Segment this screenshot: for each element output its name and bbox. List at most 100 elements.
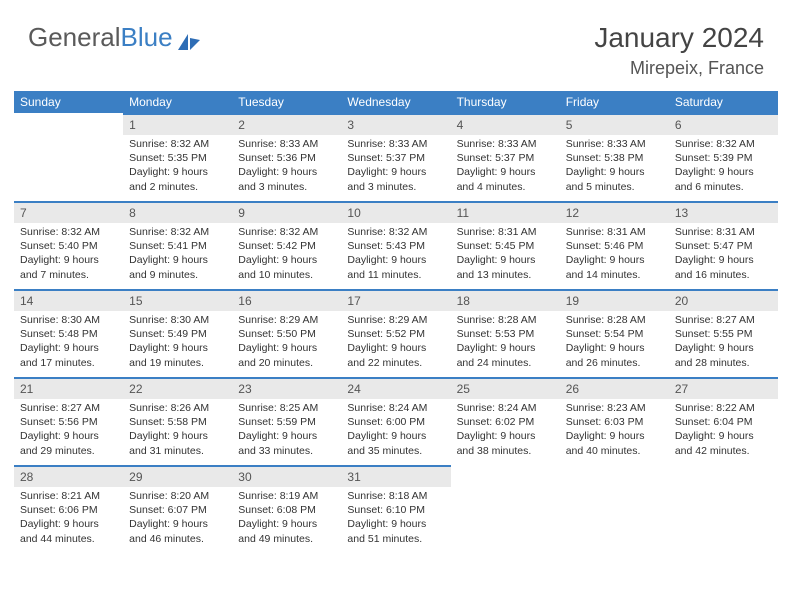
day-number: 16 xyxy=(232,289,341,311)
calendar-day-cell: 28Sunrise: 8:21 AMSunset: 6:06 PMDayligh… xyxy=(14,465,123,553)
day-details: Sunrise: 8:32 AMSunset: 5:35 PMDaylight:… xyxy=(123,135,232,200)
calendar-day-cell: 18Sunrise: 8:28 AMSunset: 5:53 PMDayligh… xyxy=(451,289,560,377)
calendar-week-row: 14Sunrise: 8:30 AMSunset: 5:48 PMDayligh… xyxy=(14,289,778,377)
day-number: 8 xyxy=(123,201,232,223)
calendar-day-cell: 11Sunrise: 8:31 AMSunset: 5:45 PMDayligh… xyxy=(451,201,560,289)
day-details: Sunrise: 8:32 AMSunset: 5:39 PMDaylight:… xyxy=(669,135,778,200)
day-details: Sunrise: 8:19 AMSunset: 6:08 PMDaylight:… xyxy=(232,487,341,552)
logo-text-blue: Blue xyxy=(121,22,173,53)
calendar-day-cell: 14Sunrise: 8:30 AMSunset: 5:48 PMDayligh… xyxy=(14,289,123,377)
calendar-day-cell: 22Sunrise: 8:26 AMSunset: 5:58 PMDayligh… xyxy=(123,377,232,465)
calendar-day-cell: 7Sunrise: 8:32 AMSunset: 5:40 PMDaylight… xyxy=(14,201,123,289)
calendar-day-cell xyxy=(14,113,123,201)
calendar-day-cell: 1Sunrise: 8:32 AMSunset: 5:35 PMDaylight… xyxy=(123,113,232,201)
day-details: Sunrise: 8:33 AMSunset: 5:36 PMDaylight:… xyxy=(232,135,341,200)
day-details: Sunrise: 8:26 AMSunset: 5:58 PMDaylight:… xyxy=(123,399,232,464)
day-details: Sunrise: 8:28 AMSunset: 5:53 PMDaylight:… xyxy=(451,311,560,376)
day-number: 11 xyxy=(451,201,560,223)
calendar-day-cell: 27Sunrise: 8:22 AMSunset: 6:04 PMDayligh… xyxy=(669,377,778,465)
day-details: Sunrise: 8:25 AMSunset: 5:59 PMDaylight:… xyxy=(232,399,341,464)
day-details: Sunrise: 8:24 AMSunset: 6:00 PMDaylight:… xyxy=(341,399,450,464)
calendar-day-cell xyxy=(560,465,669,553)
calendar-day-cell: 6Sunrise: 8:32 AMSunset: 5:39 PMDaylight… xyxy=(669,113,778,201)
day-number: 31 xyxy=(341,465,450,487)
weekday-header-row: SundayMondayTuesdayWednesdayThursdayFrid… xyxy=(14,91,778,113)
day-details: Sunrise: 8:30 AMSunset: 5:49 PMDaylight:… xyxy=(123,311,232,376)
day-details: Sunrise: 8:21 AMSunset: 6:06 PMDaylight:… xyxy=(14,487,123,552)
day-details: Sunrise: 8:31 AMSunset: 5:45 PMDaylight:… xyxy=(451,223,560,288)
day-details: Sunrise: 8:24 AMSunset: 6:02 PMDaylight:… xyxy=(451,399,560,464)
day-number: 23 xyxy=(232,377,341,399)
calendar-day-cell: 21Sunrise: 8:27 AMSunset: 5:56 PMDayligh… xyxy=(14,377,123,465)
location: Mirepeix, France xyxy=(594,58,764,79)
calendar-week-row: 21Sunrise: 8:27 AMSunset: 5:56 PMDayligh… xyxy=(14,377,778,465)
sail-icon xyxy=(176,28,202,48)
weekday-header: Friday xyxy=(560,91,669,113)
calendar-day-cell: 19Sunrise: 8:28 AMSunset: 5:54 PMDayligh… xyxy=(560,289,669,377)
title-block: January 2024 Mirepeix, France xyxy=(594,22,764,79)
day-details: Sunrise: 8:22 AMSunset: 6:04 PMDaylight:… xyxy=(669,399,778,464)
day-details: Sunrise: 8:29 AMSunset: 5:52 PMDaylight:… xyxy=(341,311,450,376)
day-details: Sunrise: 8:32 AMSunset: 5:43 PMDaylight:… xyxy=(341,223,450,288)
calendar-day-cell: 24Sunrise: 8:24 AMSunset: 6:00 PMDayligh… xyxy=(341,377,450,465)
calendar-day-cell: 29Sunrise: 8:20 AMSunset: 6:07 PMDayligh… xyxy=(123,465,232,553)
day-details: Sunrise: 8:31 AMSunset: 5:46 PMDaylight:… xyxy=(560,223,669,288)
calendar-day-cell: 12Sunrise: 8:31 AMSunset: 5:46 PMDayligh… xyxy=(560,201,669,289)
day-details: Sunrise: 8:18 AMSunset: 6:10 PMDaylight:… xyxy=(341,487,450,552)
day-number: 21 xyxy=(14,377,123,399)
calendar-week-row: 1Sunrise: 8:32 AMSunset: 5:35 PMDaylight… xyxy=(14,113,778,201)
day-number: 14 xyxy=(14,289,123,311)
day-details: Sunrise: 8:32 AMSunset: 5:40 PMDaylight:… xyxy=(14,223,123,288)
calendar-day-cell: 3Sunrise: 8:33 AMSunset: 5:37 PMDaylight… xyxy=(341,113,450,201)
day-number: 13 xyxy=(669,201,778,223)
day-number: 10 xyxy=(341,201,450,223)
day-number: 28 xyxy=(14,465,123,487)
day-number: 26 xyxy=(560,377,669,399)
day-number: 3 xyxy=(341,113,450,135)
calendar-day-cell: 26Sunrise: 8:23 AMSunset: 6:03 PMDayligh… xyxy=(560,377,669,465)
day-number: 19 xyxy=(560,289,669,311)
weekday-header: Wednesday xyxy=(341,91,450,113)
calendar-day-cell: 25Sunrise: 8:24 AMSunset: 6:02 PMDayligh… xyxy=(451,377,560,465)
day-number: 29 xyxy=(123,465,232,487)
calendar-day-cell: 5Sunrise: 8:33 AMSunset: 5:38 PMDaylight… xyxy=(560,113,669,201)
day-details: Sunrise: 8:27 AMSunset: 5:55 PMDaylight:… xyxy=(669,311,778,376)
header: GeneralBlue January 2024 Mirepeix, Franc… xyxy=(0,0,792,91)
calendar-day-cell xyxy=(451,465,560,553)
day-details: Sunrise: 8:33 AMSunset: 5:37 PMDaylight:… xyxy=(341,135,450,200)
weekday-header: Tuesday xyxy=(232,91,341,113)
calendar-day-cell: 30Sunrise: 8:19 AMSunset: 6:08 PMDayligh… xyxy=(232,465,341,553)
calendar-day-cell: 16Sunrise: 8:29 AMSunset: 5:50 PMDayligh… xyxy=(232,289,341,377)
weekday-header: Saturday xyxy=(669,91,778,113)
day-number: 6 xyxy=(669,113,778,135)
day-number: 12 xyxy=(560,201,669,223)
day-number: 22 xyxy=(123,377,232,399)
calendar-day-cell xyxy=(669,465,778,553)
day-details: Sunrise: 8:32 AMSunset: 5:42 PMDaylight:… xyxy=(232,223,341,288)
weekday-header: Thursday xyxy=(451,91,560,113)
calendar-day-cell: 13Sunrise: 8:31 AMSunset: 5:47 PMDayligh… xyxy=(669,201,778,289)
day-number: 1 xyxy=(123,113,232,135)
logo-text-general: General xyxy=(28,22,121,53)
day-number: 17 xyxy=(341,289,450,311)
logo: GeneralBlue xyxy=(28,22,202,53)
calendar-week-row: 28Sunrise: 8:21 AMSunset: 6:06 PMDayligh… xyxy=(14,465,778,553)
calendar-day-cell: 17Sunrise: 8:29 AMSunset: 5:52 PMDayligh… xyxy=(341,289,450,377)
day-number: 25 xyxy=(451,377,560,399)
day-details: Sunrise: 8:20 AMSunset: 6:07 PMDaylight:… xyxy=(123,487,232,552)
weekday-header: Monday xyxy=(123,91,232,113)
calendar-day-cell: 15Sunrise: 8:30 AMSunset: 5:49 PMDayligh… xyxy=(123,289,232,377)
day-details: Sunrise: 8:30 AMSunset: 5:48 PMDaylight:… xyxy=(14,311,123,376)
calendar-week-row: 7Sunrise: 8:32 AMSunset: 5:40 PMDaylight… xyxy=(14,201,778,289)
calendar-day-cell: 20Sunrise: 8:27 AMSunset: 5:55 PMDayligh… xyxy=(669,289,778,377)
calendar-table: SundayMondayTuesdayWednesdayThursdayFrid… xyxy=(14,91,778,553)
day-details: Sunrise: 8:32 AMSunset: 5:41 PMDaylight:… xyxy=(123,223,232,288)
calendar-day-cell: 2Sunrise: 8:33 AMSunset: 5:36 PMDaylight… xyxy=(232,113,341,201)
day-number: 9 xyxy=(232,201,341,223)
day-number: 5 xyxy=(560,113,669,135)
calendar-day-cell: 31Sunrise: 8:18 AMSunset: 6:10 PMDayligh… xyxy=(341,465,450,553)
calendar-body: 1Sunrise: 8:32 AMSunset: 5:35 PMDaylight… xyxy=(14,113,778,553)
day-details: Sunrise: 8:28 AMSunset: 5:54 PMDaylight:… xyxy=(560,311,669,376)
day-number: 2 xyxy=(232,113,341,135)
day-details: Sunrise: 8:23 AMSunset: 6:03 PMDaylight:… xyxy=(560,399,669,464)
